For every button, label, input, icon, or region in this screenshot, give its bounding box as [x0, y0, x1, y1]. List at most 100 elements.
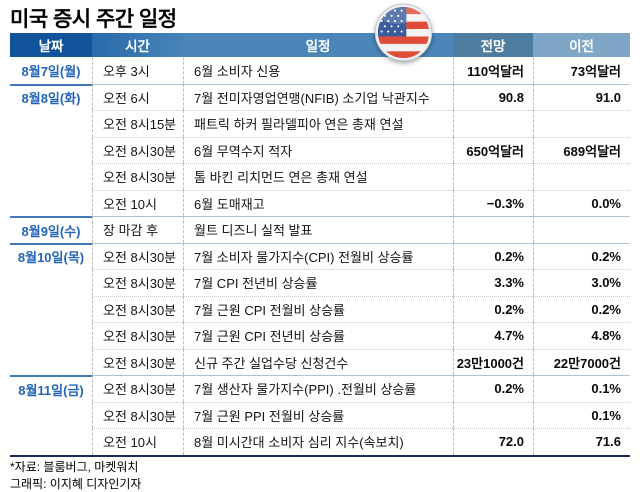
- cell-time: 오전 8시30분: [92, 348, 183, 375]
- cell-forecast: 0.2%: [453, 242, 533, 269]
- table-row: 오전 10시 6월 도매재고 −0.3% 0.0%: [10, 189, 630, 217]
- cell-previous: 0.0%: [533, 189, 630, 216]
- header-previous: 이전: [533, 33, 630, 57]
- cell-date: [10, 137, 92, 164]
- cell-forecast: [453, 401, 533, 428]
- cell-forecast: 4.7%: [453, 322, 533, 349]
- cell-date: [10, 322, 92, 349]
- cell-previous: 689억달러: [533, 136, 630, 163]
- table-row: 8월10일(목) 오전 8시30분 7월 소비자 물가지수(CPI) 전월비 상승률…: [10, 242, 630, 270]
- cell-previous: 0.2%: [533, 295, 630, 322]
- cell-date: 8월8일(화): [10, 83, 92, 111]
- cell-event: 7월 전미자영업연맹(NFIB) 소기업 낙관지수: [183, 83, 453, 110]
- cell-date: [10, 349, 92, 376]
- cell-event: 6월 도매재고: [183, 189, 453, 216]
- table-row: 8월11일(금) 오전 8시30분 7월 생산자 물가지수(PPI) .전월비 상승…: [10, 375, 630, 402]
- cell-forecast: 0.2%: [453, 295, 533, 322]
- table-row: 8월9일(수) 장 마감 후 월트 디즈니 실적 발표: [10, 216, 630, 243]
- table-row: 오전 8시30분 7월 근원 PPI 전월비 상승률 0.1%: [10, 401, 630, 428]
- cell-event: 7월 근원 CPI 전월비 상승률: [183, 295, 453, 322]
- cell-event: 6월 무역수지 적자: [183, 136, 453, 163]
- cell-forecast: [453, 110, 533, 137]
- cell-forecast: 110억달러: [453, 57, 533, 84]
- table-row: 오전 8시30분 톰 바킨 리치먼드 연은 총재 연설: [10, 163, 630, 190]
- table-row: 오전 8시15분 패트릭 하커 필라델피아 연은 총재 연설: [10, 110, 630, 137]
- cell-time: 오전 6시: [92, 83, 183, 110]
- cell-event: 톰 바킨 리치먼드 연은 총재 연설: [183, 163, 453, 190]
- cell-forecast: [453, 163, 533, 190]
- cell-previous: 4.8%: [533, 322, 630, 349]
- cell-time: 오전 8시30분: [92, 269, 183, 296]
- footer: *자료: 블룸버그, 마켓워치 그래픽: 이지혜 디자인기자: [10, 459, 141, 492]
- cell-time: 장 마감 후: [92, 216, 183, 243]
- table-row: 8월7일(월) 오후 3시 6월 소비자 신용 110억달러 73억달러: [10, 57, 630, 84]
- cell-forecast: [453, 216, 533, 243]
- cell-date: [10, 110, 92, 137]
- cell-time: 오전 10시: [92, 189, 183, 216]
- cell-forecast: 23만1000건: [453, 348, 533, 375]
- cell-time: 오전 8시30분: [92, 401, 183, 428]
- table-row: 오전 8시30분 7월 근원 CPI 전년비 상승률 4.7% 4.8%: [10, 322, 630, 349]
- cell-forecast: 650억달러: [453, 136, 533, 163]
- cell-date: 8월11일(금): [10, 375, 92, 402]
- cell-previous: 0.2%: [533, 242, 630, 269]
- page-title: 미국 증시 주간 일정: [10, 8, 177, 31]
- cell-previous: [533, 163, 630, 190]
- cell-event: 6월 소비자 신용: [183, 57, 453, 84]
- cell-date: [10, 190, 92, 217]
- cell-date: 8월9일(수): [10, 216, 92, 243]
- table-row: 8월8일(화) 오전 6시 7월 전미자영업연맹(NFIB) 소기업 낙관지수 90.…: [10, 83, 630, 111]
- cell-event: 패트릭 하커 필라델피아 연은 총재 연설: [183, 110, 453, 137]
- table-row: 오전 8시30분 7월 근원 CPI 전월비 상승률 0.2% 0.2%: [10, 295, 630, 323]
- cell-previous: 0.1%: [533, 401, 630, 428]
- cell-date: [10, 428, 92, 455]
- cell-forecast: 0.2%: [453, 375, 533, 402]
- cell-time: 오전 8시15분: [92, 110, 183, 137]
- cell-previous: 71.6: [533, 428, 630, 455]
- cell-previous: 3.0%: [533, 269, 630, 296]
- cell-forecast: 72.0: [453, 428, 533, 455]
- cell-date: [10, 163, 92, 190]
- cell-event: 7월 생산자 물가지수(PPI) .전월비 상승률: [183, 375, 453, 402]
- cell-previous: 73억달러: [533, 57, 630, 84]
- table-row: 오전 8시30분 6월 무역수지 적자 650억달러 689억달러: [10, 136, 630, 164]
- credit-note: 그래픽: 이지혜 디자인기자: [10, 476, 142, 491]
- header-time: 시간: [92, 33, 183, 57]
- cell-time: 오전 8시30분: [92, 136, 183, 163]
- cell-time: 오전 8시30분: [92, 163, 183, 190]
- table-header: 날짜 시간 일정 전망 이전: [10, 33, 630, 57]
- cell-time: 오후 3시: [92, 57, 183, 84]
- cell-event: 신규 주간 실업수당 신청건수: [183, 348, 453, 375]
- source-note: *자료: 블룸버그, 마켓워치: [10, 460, 139, 474]
- us-flag-icon: [373, 2, 434, 63]
- cell-previous: [533, 216, 630, 243]
- cell-event: 7월 근원 PPI 전월비 상승률: [183, 401, 453, 428]
- header-forecast: 전망: [453, 33, 533, 57]
- cell-previous: 0.1%: [533, 375, 630, 402]
- cell-date: 8월10일(목): [10, 242, 92, 270]
- cell-date: [10, 269, 92, 296]
- cell-previous: [533, 110, 630, 137]
- cell-time: 오전 8시30분: [92, 242, 183, 269]
- cell-time: 오전 8시30분: [92, 295, 183, 322]
- cell-forecast: 3.3%: [453, 269, 533, 296]
- cell-event: 월트 디즈니 실적 발표: [183, 216, 453, 243]
- table-row: 오전 8시30분 신규 주간 실업수당 신청건수 23만1000건 22만7000건: [10, 348, 630, 376]
- cell-event: 7월 근원 CPI 전년비 상승률: [183, 322, 453, 349]
- cell-previous: 91.0: [533, 83, 630, 110]
- cell-time: 오전 10시: [92, 428, 183, 455]
- cell-date: [10, 296, 92, 323]
- table-body: 8월7일(월) 오후 3시 6월 소비자 신용 110억달러 73억달러 8월8일(화) 오…: [10, 57, 630, 457]
- table-row: 오전 10시 8월 미시간대 소비자 심리 지수(속보치) 72.0 71.6: [10, 428, 630, 455]
- cell-event: 7월 CPI 전년비 상승률: [183, 269, 453, 296]
- cell-event: 7월 소비자 물가지수(CPI) 전월비 상승률: [183, 242, 453, 269]
- cell-time: 오전 8시30분: [92, 322, 183, 349]
- cell-previous: 22만7000건: [533, 348, 630, 375]
- cell-time: 오전 8시30분: [92, 375, 183, 402]
- cell-date: 8월7일(월): [21, 64, 81, 80]
- header-date: 날짜: [10, 33, 92, 57]
- schedule-table: 날짜 시간 일정 전망 이전 8월7일(월) 오후 3시 6월 소비자 신용 110억…: [10, 33, 630, 457]
- cell-event: 8월 미시간대 소비자 심리 지수(속보치): [183, 428, 453, 455]
- table-row: 오전 8시30분 7월 CPI 전년비 상승률 3.3% 3.0%: [10, 269, 630, 296]
